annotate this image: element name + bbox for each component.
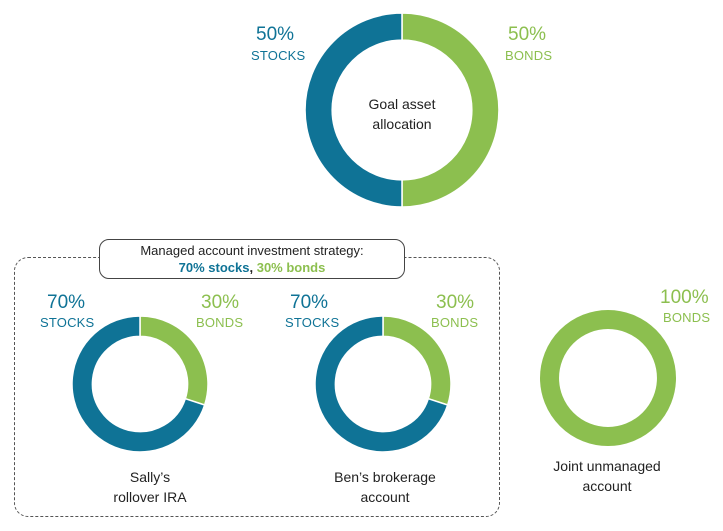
joint-bonds-percent: 100% [660,287,709,308]
sally-caption-line2: rollover IRA [113,489,187,505]
strategy-separator: , [249,260,254,275]
sally-bonds-label: BONDS [196,315,244,330]
ben-stocks-label: STOCKS [285,315,340,330]
strategy-stocks: 70% stocks [178,260,250,275]
joint-bonds-label: BONDS [663,310,711,325]
goal-center-label-line2: allocation [372,116,432,132]
sally-stocks-slice [72,316,206,452]
ben-bonds-percent: 30% [436,292,475,313]
goal-bonds-label: BONDS [505,48,553,63]
ben-allocation-donut [315,316,451,452]
joint-caption: Joint unmanaged account [537,456,677,496]
goal-bonds-slice [401,13,499,207]
goal-center-label-line1: Goal asset [368,96,436,112]
sally-caption: Sally’s rollover IRA [90,467,210,507]
ben-caption-line2: account [360,489,410,505]
goal-center-label: Goal asset allocation [342,94,462,134]
goal-stocks-percent: 50% [256,24,295,45]
joint-bonds-slice [540,310,676,446]
goal-stocks-label: STOCKS [251,48,306,63]
sally-bonds-percent: 30% [201,292,240,313]
goal-bonds-percent: 50% [508,24,547,45]
sally-caption-line1: Sally’s [129,469,171,485]
ben-stocks-slice [315,316,449,452]
goal-stocks-slice [305,13,403,207]
sally-stocks-label: STOCKS [40,315,95,330]
strategy-callout: Managed account investment strategy: 70%… [99,239,405,279]
joint-caption-line1: Joint unmanaged [553,458,661,474]
ben-bonds-label: BONDS [431,315,479,330]
goal-allocation-donut [305,13,499,207]
strategy-bonds: 30% bonds [256,260,326,275]
joint-allocation-donut [540,310,676,446]
sally-stocks-percent: 70% [47,292,86,313]
joint-caption-line2: account [582,478,632,494]
ben-caption-line1: Ben’s brokerage [334,469,436,485]
strategy-title: Managed account investment strategy: [140,243,364,258]
ben-stocks-percent: 70% [290,292,329,313]
ben-caption: Ben’s brokerage account [315,467,455,507]
sally-allocation-donut [72,316,208,452]
